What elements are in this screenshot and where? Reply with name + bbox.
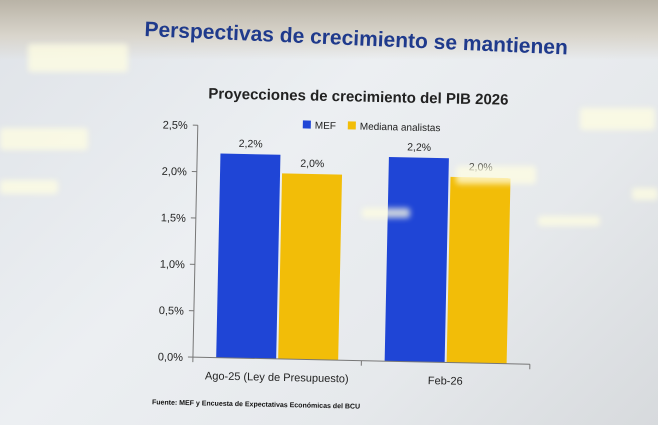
y-tick-label: 0,0% bbox=[158, 351, 184, 364]
bar-analistas bbox=[278, 173, 343, 361]
x-axis: Ago-25 (Ley de Presupuesto) Feb-26 bbox=[192, 356, 531, 388]
x-category-label: Ago-25 (Ley de Presupuesto) bbox=[205, 370, 349, 385]
legend-swatch bbox=[347, 121, 356, 130]
y-tick-label: 2,5% bbox=[163, 119, 189, 132]
light-reflection bbox=[0, 128, 88, 150]
legend-label: MEF bbox=[315, 121, 336, 132]
x-category-label: Feb-26 bbox=[428, 375, 463, 388]
light-reflection bbox=[0, 180, 58, 194]
bar-value-label: 2,2% bbox=[239, 138, 263, 150]
legend-label: Mediana analistas bbox=[360, 122, 441, 135]
bar-analistas bbox=[446, 176, 511, 364]
light-reflection bbox=[580, 108, 655, 130]
light-reflection bbox=[538, 216, 600, 226]
y-axis: 0,0% 0,5% 1,0% 1,5% 2,0% 2,5% bbox=[158, 119, 199, 364]
source-note: Fuente: MEF y Encuesta de Expectativas E… bbox=[152, 399, 360, 410]
chart-legend: MEF Mediana analistas bbox=[302, 120, 441, 135]
y-tick-label: 2,0% bbox=[162, 166, 188, 179]
light-reflection bbox=[456, 166, 536, 184]
chart-title: Proyecciones de crecimiento del PIB 2026 bbox=[208, 85, 508, 108]
light-reflection bbox=[362, 208, 410, 218]
y-tick-label: 1,0% bbox=[160, 259, 186, 272]
y-tick-label: 0,5% bbox=[159, 305, 185, 318]
bar-value-label: 2,2% bbox=[407, 141, 431, 153]
light-reflection bbox=[28, 44, 128, 72]
legend-swatch bbox=[302, 120, 311, 129]
bar-mef bbox=[384, 157, 449, 363]
y-tick-label: 1,5% bbox=[161, 212, 187, 225]
bar-value-label: 2,0% bbox=[300, 158, 324, 170]
light-reflection bbox=[632, 188, 658, 200]
bar-mef bbox=[216, 153, 281, 359]
y-axis-line bbox=[192, 125, 199, 358]
